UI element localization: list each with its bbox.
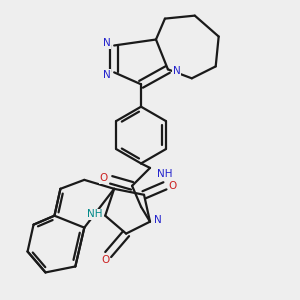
Text: NH: NH bbox=[87, 209, 102, 219]
Text: N: N bbox=[173, 66, 181, 76]
Text: NH: NH bbox=[157, 169, 173, 179]
Text: O: O bbox=[101, 256, 109, 266]
Text: N: N bbox=[103, 70, 111, 80]
Text: O: O bbox=[168, 181, 176, 191]
Text: N: N bbox=[154, 215, 161, 225]
Text: O: O bbox=[100, 173, 108, 183]
Text: N: N bbox=[103, 38, 111, 48]
